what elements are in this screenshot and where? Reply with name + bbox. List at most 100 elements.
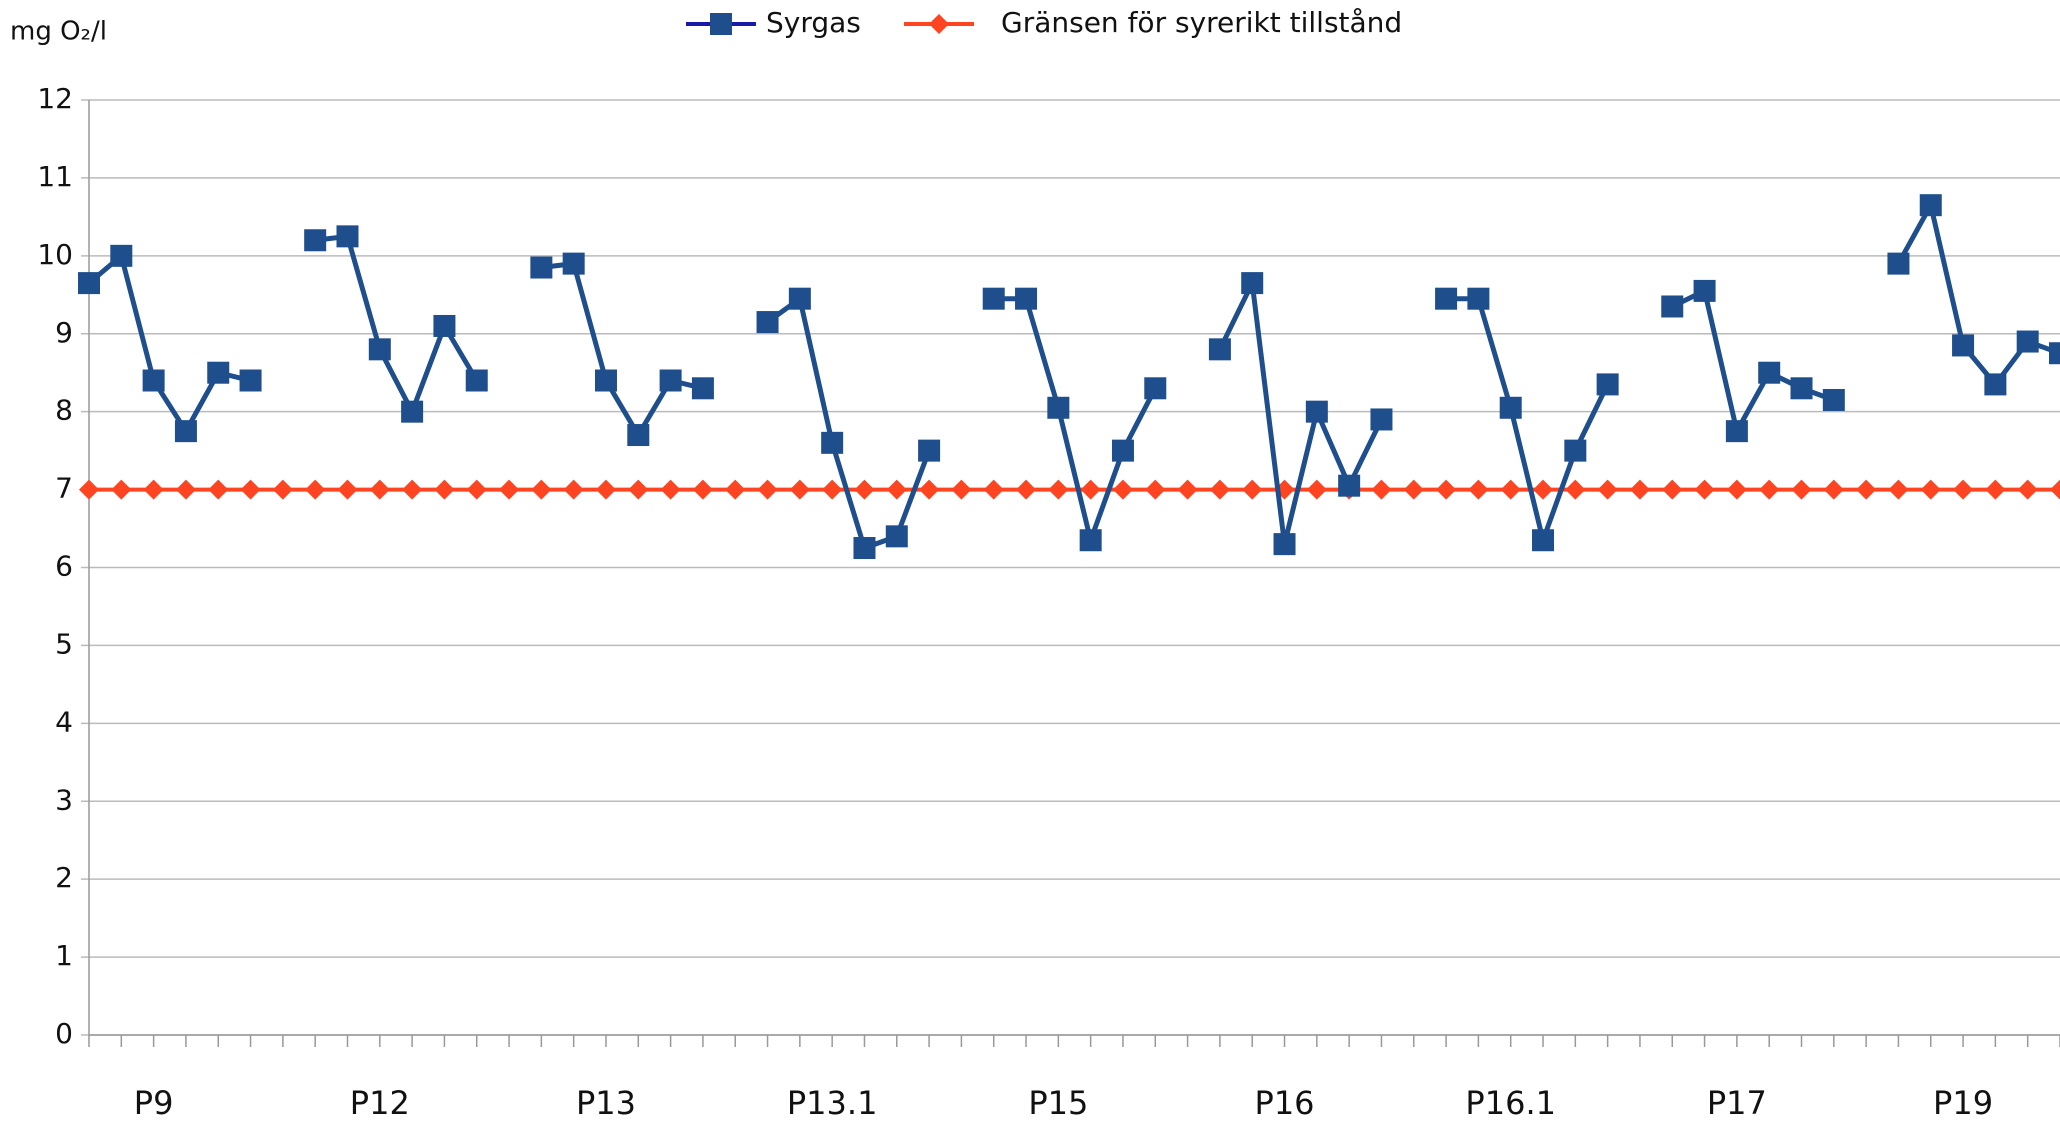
- marker: [531, 479, 552, 500]
- marker: [1499, 396, 1522, 419]
- x-tick-label: P9: [134, 1084, 174, 1122]
- marker: [853, 537, 876, 560]
- y-tick-label: 3: [55, 783, 73, 816]
- marker: [659, 369, 682, 392]
- marker: [1435, 287, 1458, 310]
- marker: [691, 377, 714, 400]
- y-tick-label: 4: [55, 705, 73, 738]
- marker: [563, 479, 584, 500]
- marker: [1112, 479, 1133, 500]
- marker: [1662, 479, 1683, 500]
- y-tick-label: 12: [37, 82, 73, 115]
- marker: [854, 479, 875, 500]
- marker: [885, 525, 908, 548]
- y-tick-label: 2: [55, 861, 73, 894]
- marker: [1306, 479, 1327, 500]
- marker: [1016, 479, 1037, 500]
- y-tick-label: 10: [37, 238, 73, 271]
- marker: [368, 338, 391, 361]
- marker: [1436, 479, 1457, 500]
- marker: [1500, 479, 1521, 500]
- marker: [1403, 479, 1424, 500]
- marker: [208, 479, 229, 500]
- marker: [1305, 400, 1328, 423]
- marker: [1242, 479, 1263, 500]
- series-line: [87, 198, 2060, 552]
- marker: [110, 244, 133, 267]
- marker: [951, 479, 972, 500]
- y-tick-label: 1: [55, 939, 73, 972]
- marker: [1208, 338, 1231, 361]
- marker: [1145, 479, 1166, 500]
- marker: [240, 479, 261, 500]
- y-tick-label: 0: [55, 1017, 73, 1050]
- marker: [929, 14, 949, 34]
- marker: [402, 479, 423, 500]
- marker: [692, 479, 713, 500]
- marker: [983, 479, 1004, 500]
- marker: [1371, 479, 1392, 500]
- marker: [1758, 361, 1781, 384]
- marker: [465, 369, 488, 392]
- marker: [886, 479, 907, 500]
- marker: [1823, 479, 1844, 500]
- marker: [756, 311, 779, 334]
- marker: [1726, 479, 1747, 500]
- y-tick-label: 9: [55, 316, 73, 349]
- marker: [628, 479, 649, 500]
- marker: [1015, 287, 1038, 310]
- marker: [1209, 479, 1230, 500]
- marker: [369, 479, 390, 500]
- marker: [1693, 279, 1716, 302]
- marker: [1144, 377, 1167, 400]
- marker: [1370, 408, 1393, 431]
- marker: [434, 479, 455, 500]
- marker: [2050, 479, 2060, 500]
- marker: [111, 479, 132, 500]
- x-tick-label: P17: [1707, 1084, 1767, 1122]
- x-tick-label: P16: [1255, 1084, 1315, 1122]
- y-axis-label: mg O₂/l: [10, 17, 107, 47]
- marker: [1338, 474, 1361, 497]
- x-tick-label: P15: [1028, 1084, 1088, 1122]
- marker: [918, 439, 941, 462]
- legend-label: Syrgas: [766, 6, 861, 39]
- marker: [1856, 479, 1877, 500]
- marker: [1080, 479, 1101, 500]
- marker: [1468, 479, 1489, 500]
- marker: [822, 479, 843, 500]
- marker: [1790, 377, 1813, 400]
- marker: [272, 479, 293, 500]
- marker: [1887, 252, 1910, 275]
- marker: [1919, 194, 1942, 217]
- marker: [337, 479, 358, 500]
- marker: [595, 479, 616, 500]
- marker: [627, 424, 650, 447]
- marker: [1564, 439, 1587, 462]
- marker: [1822, 388, 1845, 411]
- x-tick-label: P13.1: [787, 1084, 878, 1122]
- marker: [1597, 479, 1618, 500]
- marker: [1533, 479, 1554, 500]
- marker: [78, 272, 100, 295]
- y-tick-label: 6: [55, 550, 73, 583]
- marker: [982, 287, 1005, 310]
- marker: [1920, 479, 1941, 500]
- marker: [919, 479, 940, 500]
- y-tick-label: 7: [55, 472, 73, 505]
- marker: [1759, 479, 1780, 500]
- marker: [207, 361, 230, 384]
- marker: [142, 369, 165, 392]
- marker: [789, 479, 810, 500]
- y-tick-label: 11: [37, 160, 73, 193]
- marker: [1791, 479, 1812, 500]
- marker: [1273, 533, 1296, 556]
- marker: [1953, 479, 1974, 500]
- x-tick-label: P16.1: [1465, 1084, 1556, 1122]
- marker: [466, 479, 487, 500]
- marker: [1661, 295, 1684, 318]
- x-tick-label: P19: [1933, 1084, 1993, 1122]
- marker: [304, 229, 327, 252]
- marker: [1111, 439, 1134, 462]
